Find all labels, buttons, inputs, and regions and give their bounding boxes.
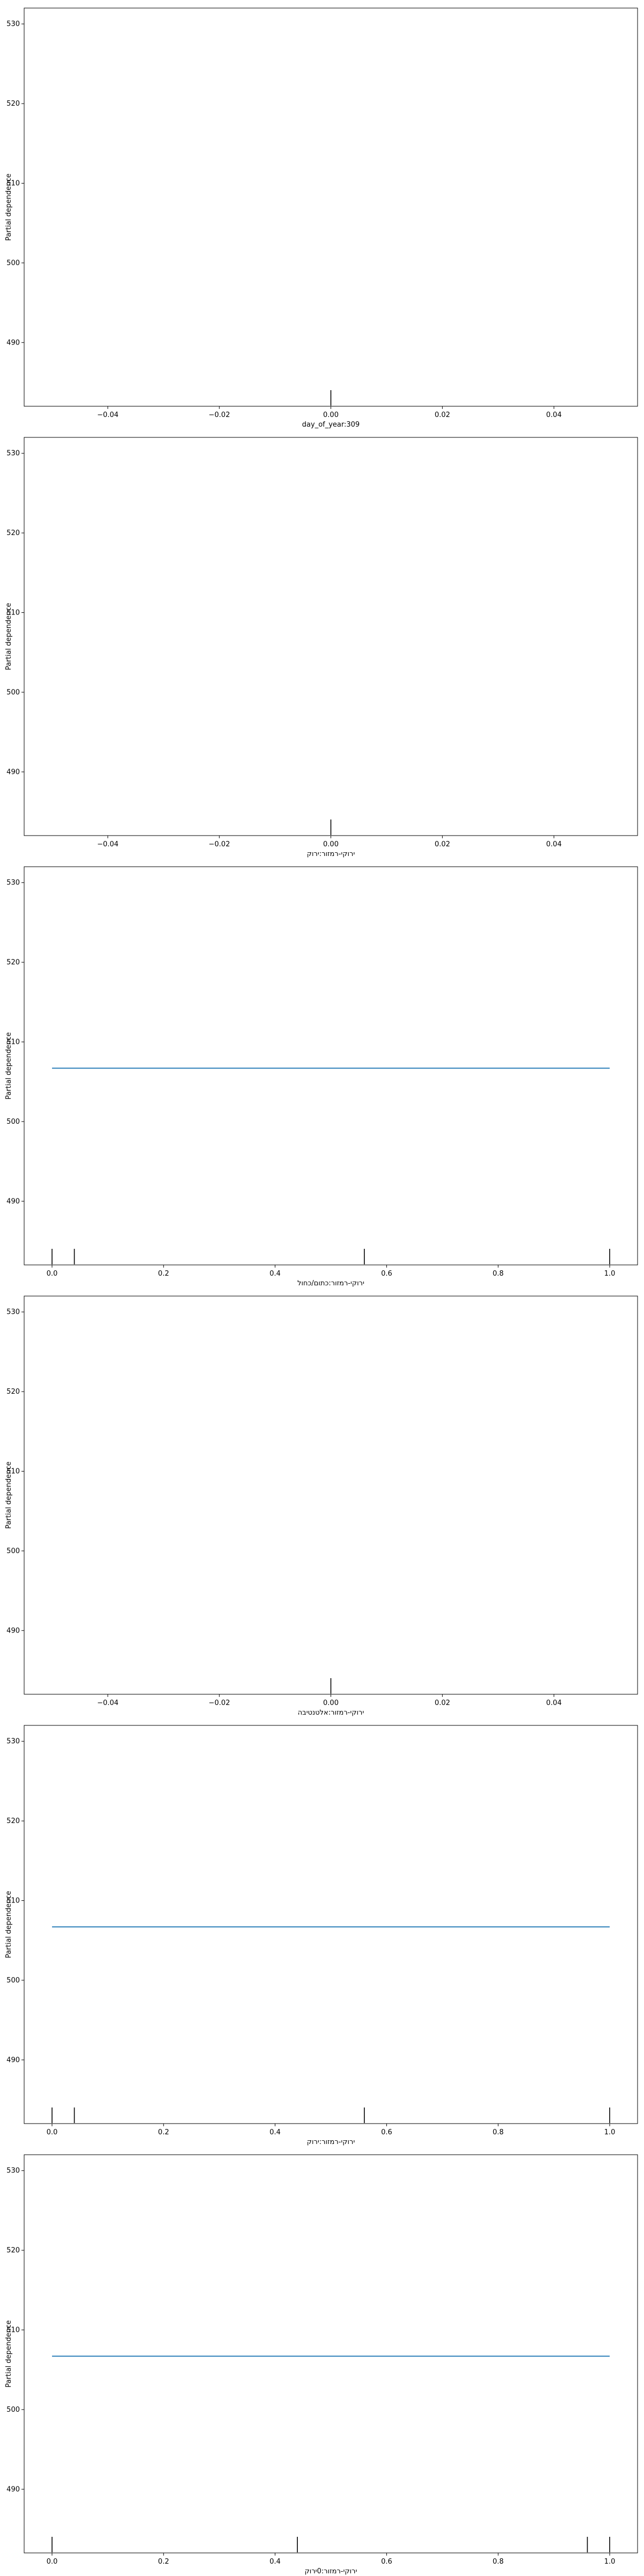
x-axis-label: ירוקי-רמזור:ירוק bbox=[307, 850, 355, 858]
y-tick-label: 530 bbox=[6, 20, 20, 28]
axes-frame bbox=[24, 2154, 638, 2553]
y-tick-label: 490 bbox=[6, 1627, 20, 1635]
y-tick-label: 500 bbox=[6, 259, 20, 267]
y-tick-label: 510 bbox=[6, 1467, 20, 1475]
x-tick-label: 0.00 bbox=[323, 411, 339, 419]
x-tick-label: 0.00 bbox=[323, 1699, 339, 1707]
pd-subplot-6: 490 500 510 520 530 0.0 0.2 0.4 0.6 0.8 1.0 ירוקי-ר… bbox=[5, 2154, 638, 2575]
x-axis-label: ירוקי-רמזור:ירוק bbox=[307, 2138, 355, 2146]
x-tick-label: 0.6 bbox=[381, 2558, 392, 2566]
x-tick-label: 0.0 bbox=[47, 2128, 58, 2136]
x-tick-label: −0.02 bbox=[209, 840, 230, 848]
pd-subplot-4: 490 500 510 520 530 −0.04 −0.02 0.00 0.02 0.04 ירו… bbox=[5, 1296, 638, 1717]
y-tick-label: 510 bbox=[6, 2326, 20, 2334]
pd-subplot-5: 490 500 510 520 530 0.0 0.2 0.4 0.6 0.8 1.0 ירוקי-ר… bbox=[5, 1725, 638, 2146]
y-tick-label: 500 bbox=[6, 1118, 20, 1126]
x-tick-label: 0.0 bbox=[47, 2558, 58, 2566]
y-axis-label: Partial dependence bbox=[5, 173, 13, 240]
x-tick-label: 0.6 bbox=[381, 2128, 392, 2136]
y-tick-label: 490 bbox=[6, 2485, 20, 2493]
y-tick-label: 520 bbox=[6, 529, 20, 537]
y-axis-label: Partial dependence bbox=[5, 603, 13, 670]
x-tick-label: 0.8 bbox=[493, 2558, 504, 2566]
x-tick-label: 0.4 bbox=[269, 2128, 281, 2136]
x-tick-label: −0.04 bbox=[97, 1699, 119, 1707]
y-tick-label: 530 bbox=[6, 1308, 20, 1316]
x-tick-label: 0.04 bbox=[546, 411, 562, 419]
x-tick-label: 0.02 bbox=[435, 840, 450, 848]
y-tick-label: 500 bbox=[6, 689, 20, 697]
x-axis-label: ירוקי-רמזור:0ירוק bbox=[305, 2567, 357, 2575]
x-axis-label: day_of_year:309 bbox=[302, 421, 360, 429]
x-tick-label: 0.8 bbox=[493, 1270, 504, 1278]
x-tick-label: 1.0 bbox=[604, 1270, 616, 1278]
x-tick-label: 0.2 bbox=[158, 2128, 169, 2136]
x-tick-label: 0.2 bbox=[158, 2558, 169, 2566]
y-tick-label: 500 bbox=[6, 2406, 20, 2414]
y-tick-label: 530 bbox=[6, 1738, 20, 1746]
x-tick-label: −0.02 bbox=[209, 411, 230, 419]
x-tick-label: 1.0 bbox=[604, 2128, 616, 2136]
y-tick-label: 530 bbox=[6, 2167, 20, 2175]
y-tick-label: 510 bbox=[6, 1897, 20, 1905]
x-tick-label: 1.0 bbox=[604, 2558, 616, 2566]
y-tick-label: 490 bbox=[6, 339, 20, 347]
y-tick-label: 490 bbox=[6, 768, 20, 776]
x-tick-label: 0.00 bbox=[323, 840, 339, 848]
axes-frame bbox=[24, 1725, 638, 2124]
x-tick-label: −0.02 bbox=[209, 1699, 230, 1707]
x-axis-label: ירוקי-רמזור:כתום/כחול bbox=[297, 1279, 364, 1287]
x-tick-label: 0.2 bbox=[158, 1270, 169, 1278]
pd-subplot-1: 490 500 510 520 530 −0.04 −0.02 0.00 0.02 0.04 day… bbox=[5, 8, 638, 429]
y-tick-label: 490 bbox=[6, 1197, 20, 1205]
y-axis-label: Partial dependence bbox=[5, 1461, 13, 1528]
y-tick-label: 500 bbox=[6, 1547, 20, 1555]
x-tick-label: 0.04 bbox=[546, 840, 562, 848]
x-tick-label: 0.04 bbox=[546, 1699, 562, 1707]
y-tick-label: 520 bbox=[6, 1817, 20, 1825]
y-axis-label: Partial dependence bbox=[5, 2320, 13, 2387]
axes-frame bbox=[24, 866, 638, 1265]
y-axis-label: Partial dependence bbox=[5, 1032, 13, 1099]
y-tick-label: 530 bbox=[6, 879, 20, 887]
y-tick-label: 520 bbox=[6, 1388, 20, 1396]
x-tick-label: 0.4 bbox=[269, 2558, 281, 2566]
y-tick-label: 520 bbox=[6, 2246, 20, 2255]
pd-subplot-2: 490 500 510 520 530 −0.04 −0.02 0.00 0.02 0.04 ירו… bbox=[5, 437, 638, 858]
y-tick-label: 520 bbox=[6, 958, 20, 967]
x-tick-label: 0.0 bbox=[47, 1270, 58, 1278]
y-tick-label: 510 bbox=[6, 179, 20, 187]
x-tick-label: 0.02 bbox=[435, 411, 450, 419]
y-tick-label: 510 bbox=[6, 1038, 20, 1046]
x-tick-label: 0.8 bbox=[493, 2128, 504, 2136]
x-tick-label: 0.4 bbox=[269, 1270, 281, 1278]
y-axis-label: Partial dependence bbox=[5, 1891, 13, 1958]
pd-subplot-3: 490 500 510 520 530 0.0 0.2 0.4 0.6 0.8 1.0 ירוקי-ר… bbox=[5, 866, 638, 1287]
x-tick-label: −0.04 bbox=[97, 411, 119, 419]
y-tick-label: 500 bbox=[6, 1977, 20, 1985]
y-tick-label: 530 bbox=[6, 450, 20, 458]
x-tick-label: −0.04 bbox=[97, 840, 119, 848]
x-tick-label: 0.6 bbox=[381, 1270, 392, 1278]
y-tick-label: 510 bbox=[6, 609, 20, 617]
x-axis-label: ירוקי-רמזור:אלטנטיבה bbox=[298, 1709, 364, 1717]
x-tick-label: 0.02 bbox=[435, 1699, 450, 1707]
y-tick-label: 490 bbox=[6, 2056, 20, 2064]
y-tick-label: 520 bbox=[6, 100, 20, 108]
